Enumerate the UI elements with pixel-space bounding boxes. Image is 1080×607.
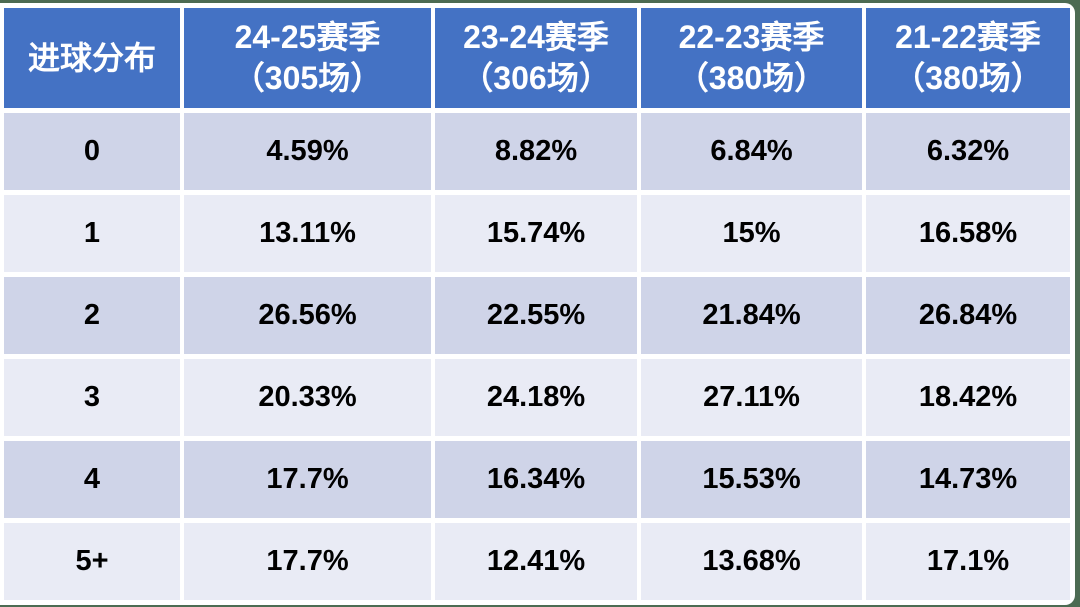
- column-header-season-21-22: 21-22赛季 （380场）: [866, 8, 1070, 108]
- percent-cell: 15%: [641, 195, 862, 272]
- column-header-season-23-24: 23-24赛季 （306场）: [435, 8, 637, 108]
- table-row: 4 17.7% 16.34% 15.53% 14.73%: [4, 441, 1070, 518]
- column-header-goal-distribution: 进球分布: [4, 8, 180, 108]
- column-header-season-24-25: 24-25赛季 （305场）: [184, 8, 431, 108]
- header-match-count: （380场）: [893, 60, 1043, 96]
- percent-cell: 17.7%: [184, 523, 431, 600]
- header-match-count: （380场）: [676, 60, 827, 96]
- goal-count-cell: 5+: [4, 523, 180, 600]
- header-row: 进球分布 24-25赛季 （305场） 23-24赛季 （306场） 22-23…: [4, 8, 1070, 108]
- header-match-count: （306场）: [461, 60, 611, 96]
- goal-distribution-table: 进球分布 24-25赛季 （305场） 23-24赛季 （306场） 22-23…: [0, 3, 1074, 605]
- percent-cell: 22.55%: [435, 277, 637, 354]
- header-label: 进球分布: [27, 39, 156, 76]
- percent-cell: 4.59%: [184, 113, 431, 190]
- percent-cell: 17.1%: [866, 523, 1070, 600]
- header-label: 23-24赛季: [463, 19, 609, 56]
- percent-cell: 13.11%: [184, 195, 431, 272]
- percent-cell: 6.32%: [866, 113, 1070, 190]
- percent-cell: 6.84%: [641, 113, 862, 190]
- percent-cell: 26.84%: [866, 277, 1070, 354]
- column-header-season-22-23: 22-23赛季 （380场）: [641, 8, 862, 108]
- percent-cell: 27.11%: [641, 359, 862, 436]
- percent-cell: 14.73%: [866, 441, 1070, 518]
- header-label: 24-25赛季: [234, 19, 381, 56]
- percent-cell: 8.82%: [435, 113, 637, 190]
- goal-count-cell: 2: [4, 277, 180, 354]
- percent-cell: 24.18%: [435, 359, 637, 436]
- table-row: 5+ 17.7% 12.41% 13.68% 17.1%: [4, 523, 1070, 600]
- table-card: 进球分布 24-25赛季 （305场） 23-24赛季 （306场） 22-23…: [0, 3, 1075, 605]
- goal-count-cell: 3: [4, 359, 180, 436]
- percent-cell: 16.34%: [435, 441, 637, 518]
- percent-cell: 18.42%: [866, 359, 1070, 436]
- goal-count-cell: 4: [4, 441, 180, 518]
- table-row: 1 13.11% 15.74% 15% 16.58%: [4, 195, 1070, 272]
- percent-cell: 21.84%: [641, 277, 862, 354]
- table-row: 0 4.59% 8.82% 6.84% 6.32%: [4, 113, 1070, 190]
- percent-cell: 15.53%: [641, 441, 862, 518]
- goal-count-cell: 0: [4, 113, 180, 190]
- header-match-count: （305场）: [232, 60, 383, 96]
- percent-cell: 12.41%: [435, 523, 637, 600]
- header-label: 21-22赛季: [895, 19, 1041, 56]
- percent-cell: 26.56%: [184, 277, 431, 354]
- goal-count-cell: 1: [4, 195, 180, 272]
- table-row: 2 26.56% 22.55% 21.84% 26.84%: [4, 277, 1070, 354]
- table-row: 3 20.33% 24.18% 27.11% 18.42%: [4, 359, 1070, 436]
- percent-cell: 20.33%: [184, 359, 431, 436]
- percent-cell: 17.7%: [184, 441, 431, 518]
- percent-cell: 15.74%: [435, 195, 637, 272]
- header-label: 22-23赛季: [678, 19, 825, 56]
- percent-cell: 13.68%: [641, 523, 862, 600]
- percent-cell: 16.58%: [866, 195, 1070, 272]
